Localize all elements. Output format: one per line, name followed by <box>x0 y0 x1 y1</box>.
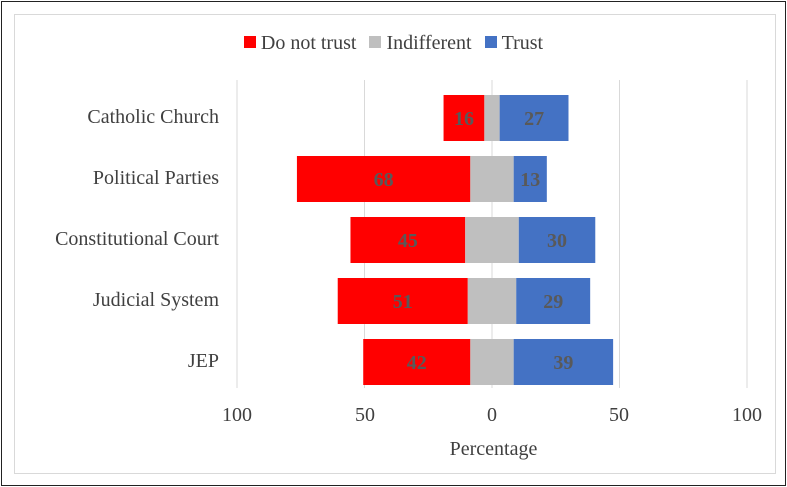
data-label-do-not-trust: 51 <box>393 291 413 313</box>
data-label-trust: 29 <box>543 291 563 313</box>
data-label-trust: 30 <box>547 230 567 252</box>
category-label-political-parties: Political Parties <box>92 167 219 189</box>
x-tick-label: 50 <box>609 404 629 426</box>
bar-do-not-trust <box>363 339 471 385</box>
x-axis-title: Percentage <box>449 438 538 460</box>
category-label-catholic-church: Catholic Church <box>87 106 219 128</box>
legend-swatch-indifferent <box>369 36 382 49</box>
bar-indifferent <box>465 217 519 263</box>
bar-trust <box>499 95 569 141</box>
x-tick-label: 50 <box>355 404 375 426</box>
bar-trust <box>518 217 596 263</box>
bar-trust <box>516 278 591 324</box>
bar-indifferent <box>467 278 517 324</box>
legend-item-trust: Trust <box>484 32 544 55</box>
x-tick-label: 100 <box>732 404 762 426</box>
bar-do-not-trust <box>337 278 468 324</box>
x-tick-label: 0 <box>487 404 497 426</box>
bar-trust <box>513 339 614 385</box>
legend-item-do-not-trust: Do not trust <box>243 32 357 55</box>
category-label-judicial-system: Judicial System <box>92 289 219 311</box>
legend-label-trust: Trust <box>501 32 544 54</box>
data-label-trust: 27 <box>524 108 544 130</box>
legend-swatch-trust <box>484 36 497 49</box>
bar-do-not-trust <box>296 156 471 202</box>
data-label-trust: 39 <box>553 352 573 374</box>
category-label-jep: JEP <box>187 350 219 372</box>
bar-indifferent <box>470 156 514 202</box>
bar-do-not-trust <box>443 95 485 141</box>
legend-label-do-not-trust: Do not trust <box>260 32 357 54</box>
data-label-do-not-trust: 68 <box>374 169 394 191</box>
bar-do-not-trust <box>350 217 466 263</box>
legend-item-indifferent: Indifferent <box>369 32 472 55</box>
legend-swatch-do-not-trust <box>243 36 256 49</box>
data-label-do-not-trust: 45 <box>398 230 418 252</box>
data-label-do-not-trust: 16 <box>454 108 474 130</box>
legend-label-indifferent: Indifferent <box>386 32 472 54</box>
legend: Do not trust Indifferent Trust <box>0 32 787 55</box>
data-label-trust: 13 <box>520 169 540 191</box>
data-label-do-not-trust: 42 <box>407 352 427 374</box>
bar-indifferent <box>470 339 514 385</box>
chart-area <box>14 14 776 474</box>
bar-trust <box>513 156 547 202</box>
x-tick-label: 100 <box>222 404 252 426</box>
category-label-constitutional-court: Constitutional Court <box>55 228 219 250</box>
bar-indifferent <box>484 95 500 141</box>
